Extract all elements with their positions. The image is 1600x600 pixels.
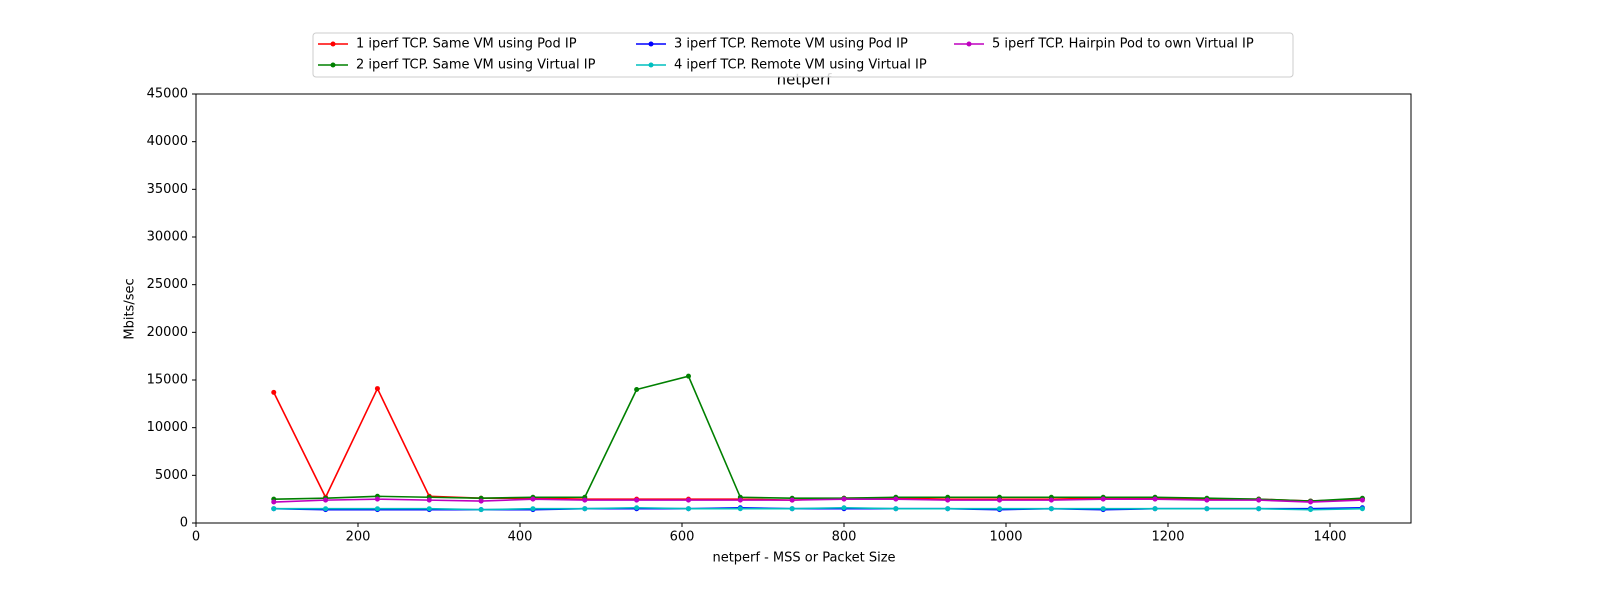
series-line: [273, 506, 1363, 511]
data-point: [1256, 506, 1262, 512]
data-point: [1256, 497, 1262, 503]
data-point: [685, 497, 691, 503]
data-point: [478, 507, 484, 513]
data-point: [271, 506, 277, 512]
data-point: [1048, 497, 1054, 503]
data-point: [737, 506, 743, 512]
legend-marker: [966, 41, 972, 47]
data-point: [530, 506, 536, 512]
x-tick-label: 400: [508, 530, 533, 545]
x-tick-label: 800: [832, 530, 857, 545]
y-tick-label: 45000: [147, 87, 188, 102]
legend-label: 1 iperf TCP. Same VM using Pod IP: [356, 37, 577, 52]
y-tick-label: 20000: [147, 325, 188, 340]
data-point: [1152, 506, 1158, 512]
data-point: [374, 506, 380, 512]
legend-marker: [330, 41, 336, 47]
data-point: [634, 497, 640, 503]
data-point: [1048, 506, 1054, 512]
data-point: [997, 506, 1003, 512]
x-tick-label: 1400: [1313, 530, 1346, 545]
legend-marker: [648, 62, 654, 68]
plot-frame: [195, 93, 1412, 524]
data-point: [945, 497, 951, 503]
data-point: [530, 496, 536, 502]
data-point: [1308, 499, 1314, 505]
data-point: [374, 496, 380, 502]
legend-label: 3 iperf TCP. Remote VM using Pod IP: [674, 37, 908, 52]
legend-marker: [648, 41, 654, 47]
legend-label: 4 iperf TCP. Remote VM using Virtual IP: [674, 58, 927, 73]
legend-label: 5 iperf TCP. Hairpin Pod to own Virtual …: [992, 37, 1254, 52]
series-line: [273, 498, 1363, 503]
y-tick-label: 40000: [147, 134, 188, 149]
legend-label: 2 iperf TCP. Same VM using Virtual IP: [356, 58, 596, 73]
x-tick-label: 200: [346, 530, 371, 545]
x-tick-label: 0: [192, 530, 200, 545]
data-point: [1100, 506, 1106, 512]
data-point: [1152, 496, 1158, 502]
data-point: [634, 505, 640, 511]
x-axis-label: netperf - MSS or Packet Size: [712, 551, 895, 566]
data-point: [426, 506, 432, 512]
data-point: [1359, 506, 1365, 512]
data-point: [893, 496, 899, 502]
y-tick-label: 35000: [147, 182, 188, 197]
data-point: [685, 506, 691, 512]
data-point: [841, 496, 847, 502]
data-point: [945, 506, 951, 512]
data-point: [893, 506, 899, 512]
data-point: [789, 497, 795, 503]
data-point: [271, 389, 277, 395]
legend-marker: [330, 62, 336, 68]
y-tick-label: 25000: [147, 277, 188, 292]
y-tick-label: 15000: [147, 373, 188, 388]
data-point: [997, 497, 1003, 503]
legend-box: [312, 32, 1294, 78]
data-point: [323, 506, 329, 512]
x-tick-label: 600: [670, 530, 695, 545]
data-point: [1204, 497, 1210, 503]
y-axis-label: Mbits/sec: [123, 278, 138, 339]
data-point: [841, 505, 847, 511]
data-point: [1204, 506, 1210, 512]
data-point: [634, 387, 640, 393]
data-point: [478, 498, 484, 504]
data-point: [374, 386, 380, 392]
x-tick-label: 1000: [989, 530, 1022, 545]
data-point: [582, 497, 588, 503]
y-tick-label: 10000: [147, 420, 188, 435]
data-point: [582, 506, 588, 512]
y-tick-label: 0: [180, 516, 188, 531]
data-point: [426, 497, 432, 503]
data-point: [789, 506, 795, 512]
data-point: [1359, 497, 1365, 503]
data-point: [1308, 507, 1314, 513]
x-tick-label: 1200: [1151, 530, 1184, 545]
data-point: [323, 497, 329, 503]
data-point: [737, 497, 743, 503]
series-line: [273, 375, 1363, 502]
data-point: [685, 373, 691, 379]
legend: 1 iperf TCP. Same VM using Pod IP 2 iperf…: [312, 32, 1294, 78]
y-tick-label: 30000: [147, 230, 188, 245]
y-tick-label: 5000: [155, 468, 188, 483]
data-point: [1100, 496, 1106, 502]
data-point: [271, 499, 277, 505]
